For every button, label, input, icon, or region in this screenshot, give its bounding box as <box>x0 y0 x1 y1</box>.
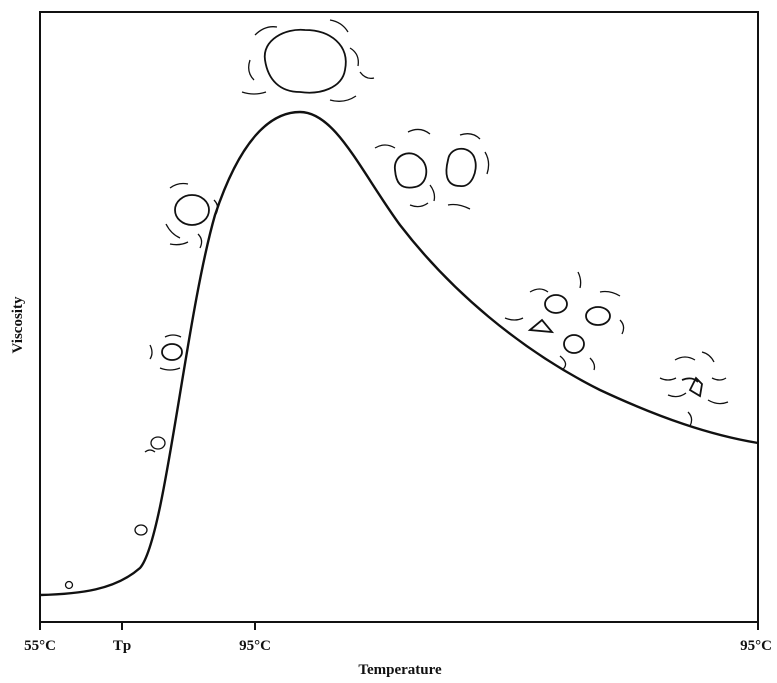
x-axis-label: Temperature <box>358 662 442 678</box>
granule-sketches <box>64 19 729 590</box>
x-tick-label: 95°C <box>740 638 772 654</box>
x-tick-label: 55°C <box>24 638 56 654</box>
x-ticks <box>39 622 759 630</box>
plot-frame <box>39 11 759 623</box>
y-axis-label: Viscosity <box>10 296 26 353</box>
x-tick-label: 95°C <box>239 638 271 654</box>
x-tick-label: Tp <box>113 638 131 654</box>
viscosity-curve <box>39 110 759 597</box>
